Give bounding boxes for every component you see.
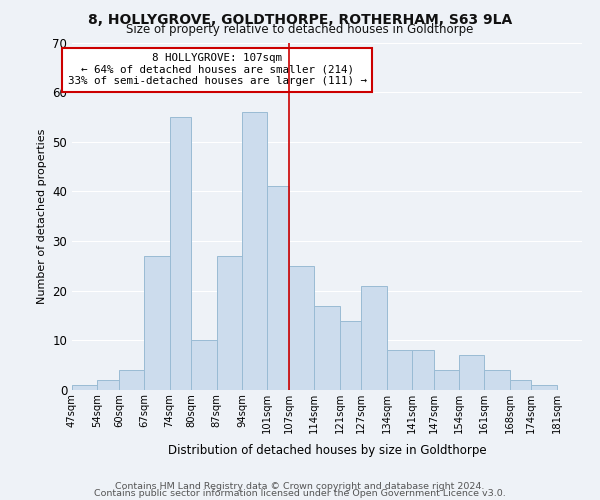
Text: 8, HOLLYGROVE, GOLDTHORPE, ROTHERHAM, S63 9LA: 8, HOLLYGROVE, GOLDTHORPE, ROTHERHAM, S6… [88, 12, 512, 26]
Bar [412, 350, 434, 390]
Text: Contains HM Land Registry data © Crown copyright and database right 2024.: Contains HM Land Registry data © Crown c… [115, 482, 485, 491]
Bar [314, 306, 340, 390]
Bar [386, 350, 412, 390]
X-axis label: Distribution of detached houses by size in Goldthorpe: Distribution of detached houses by size … [167, 444, 487, 458]
Bar [434, 370, 459, 390]
Bar [532, 385, 557, 390]
Bar [484, 370, 509, 390]
Bar [217, 256, 242, 390]
Bar [145, 256, 170, 390]
Bar [509, 380, 532, 390]
Bar [459, 355, 484, 390]
Bar [242, 112, 268, 390]
Bar [268, 186, 289, 390]
Bar [191, 340, 217, 390]
Bar [170, 117, 191, 390]
Bar [289, 266, 314, 390]
Bar [361, 286, 386, 390]
Text: Size of property relative to detached houses in Goldthorpe: Size of property relative to detached ho… [127, 22, 473, 36]
Bar [340, 320, 361, 390]
Y-axis label: Number of detached properties: Number of detached properties [37, 128, 47, 304]
Bar [97, 380, 119, 390]
Bar [72, 385, 97, 390]
Text: Contains public sector information licensed under the Open Government Licence v3: Contains public sector information licen… [94, 490, 506, 498]
Text: 8 HOLLYGROVE: 107sqm
← 64% of detached houses are smaller (214)
33% of semi-deta: 8 HOLLYGROVE: 107sqm ← 64% of detached h… [68, 53, 367, 86]
Bar [119, 370, 145, 390]
